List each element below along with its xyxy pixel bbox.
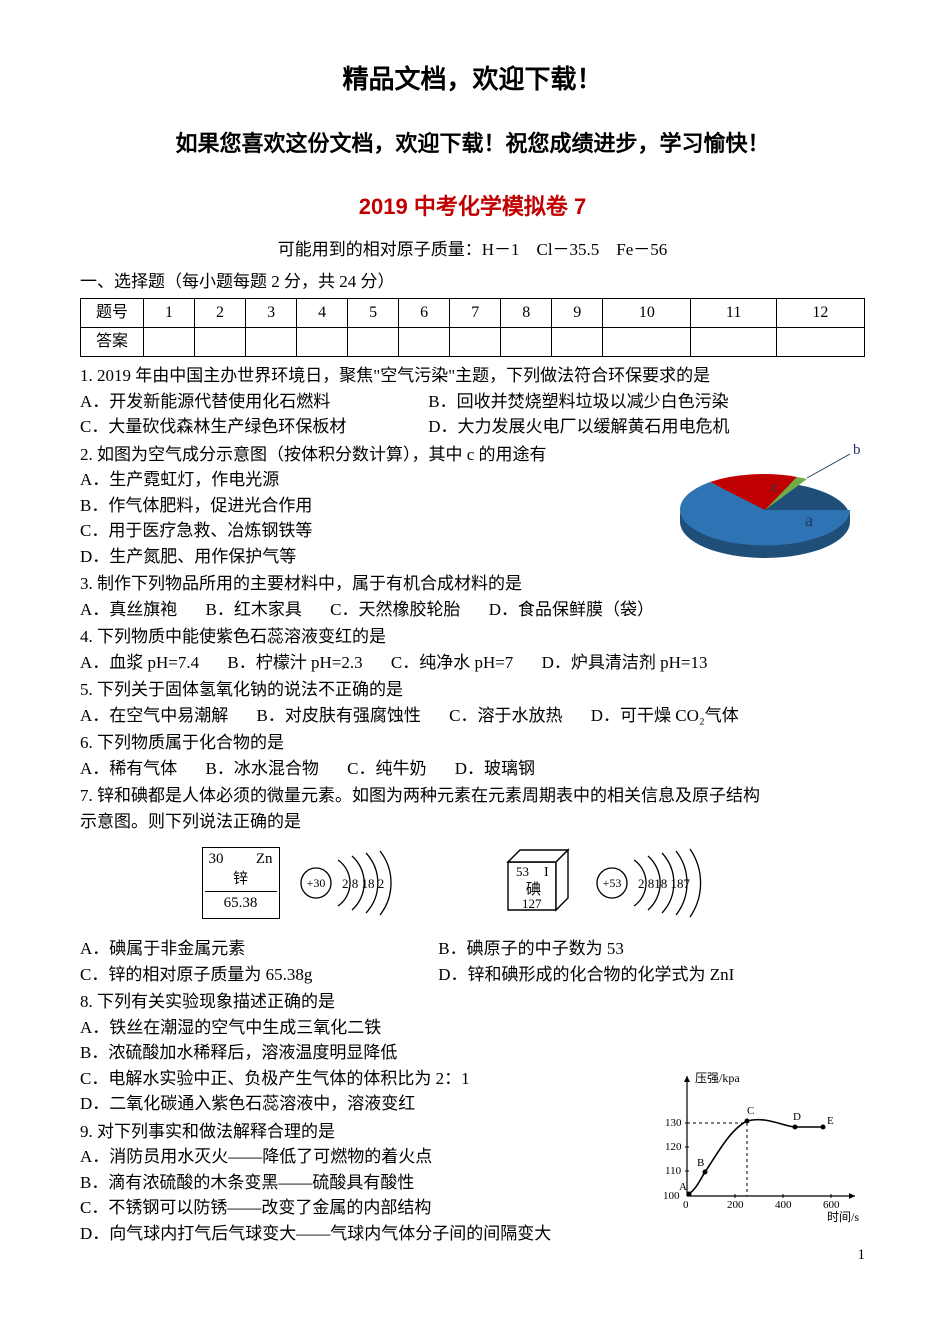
- svg-text:127: 127: [522, 896, 542, 911]
- q4-b: B．柠檬汁 pH=2.3: [227, 650, 362, 676]
- q7-a: A．碘属于非金属元素: [80, 936, 410, 962]
- q7-d: D．锌和碘形成的化合物的化学式为 ZnI: [438, 962, 734, 988]
- pressure-time-chart: 100 110 120 130 0 200 400 600 压强/kpa 时间/…: [655, 1066, 865, 1234]
- svg-text:B: B: [697, 1157, 704, 1169]
- doc-top-title: 精品文档，欢迎下载！: [80, 60, 865, 99]
- svg-text:53: 53: [516, 864, 529, 879]
- q1-stem: 1. 2019 年由中国主办世界环境日，聚焦"空气污染"主题，下列做法符合环保要…: [80, 363, 865, 389]
- q3-a: A．真丝旗袍: [80, 597, 177, 623]
- q1-b: B．回收并焚烧塑料垃圾以减少白色污染: [428, 389, 728, 415]
- i-nucleus: +53: [602, 876, 621, 890]
- svg-text:120: 120: [665, 1141, 682, 1153]
- answer-grid: 题号 1 2 3 4 5 6 7 8 9 10 11 12 答案: [80, 298, 865, 357]
- zn-atom-diagram: +30 2 8 18 2: [298, 848, 428, 918]
- q5-opts: A．在空气中易潮解 B．对皮肤有强腐蚀性 C．溶于水放热 D．可干燥 CO₂气体: [80, 703, 865, 729]
- q3-d: D．食品保鲜膜（袋）: [489, 597, 654, 623]
- section-1-title: 一、选择题（每小题每题 2 分，共 24 分）: [80, 269, 865, 295]
- svg-text:0: 0: [683, 1199, 689, 1211]
- zn-shells: 2 8 18 2: [342, 876, 384, 891]
- col-num: 8: [501, 299, 552, 328]
- q5-a: A．在空气中易潮解: [80, 703, 228, 729]
- i-shells: 2 818 187: [638, 876, 691, 891]
- svg-text:110: 110: [665, 1165, 682, 1177]
- col-num: 1: [144, 299, 195, 328]
- svg-text:C: C: [747, 1105, 754, 1117]
- zn-mass: 65.38: [205, 891, 277, 914]
- q5-c: C．溶于水放热: [449, 703, 562, 729]
- q6-b: B．冰水混合物: [206, 756, 319, 782]
- zn-nucleus: +30: [306, 876, 325, 890]
- col-num: 6: [399, 299, 450, 328]
- q3-c: C．天然橡胶轮胎: [330, 597, 460, 623]
- i-group: 53 I 碘 127 +53 2 818 187: [498, 844, 744, 922]
- svg-text:100: 100: [663, 1190, 680, 1202]
- q4-a: A．血浆 pH=7.4: [80, 650, 199, 676]
- col-num: 11: [691, 299, 776, 328]
- q1-a: A．开发新能源代替使用化石燃料: [80, 389, 400, 415]
- q7-stem-l1: 7. 锌和碘都是人体必须的微量元素。如图为两种元素在元素周期表中的相关信息及原子…: [80, 783, 865, 809]
- table-row: 答案: [81, 328, 865, 357]
- col-num: 3: [246, 299, 297, 328]
- svg-text:200: 200: [727, 1199, 744, 1211]
- q8-b: B．浓硫酸加水稀释后，溶液温度明显降低: [80, 1040, 865, 1066]
- q6-d: D．玻璃钢: [455, 756, 535, 782]
- q7-b: B．碘原子的中子数为 53: [438, 936, 624, 962]
- element-diagram-row: 30 Zn 锌 65.38 +30 2 8 18 2: [80, 844, 865, 922]
- q4-c: C．纯净水 pH=7: [391, 650, 513, 676]
- q4-d: D．炉具清洁剂 pH=13: [542, 650, 708, 676]
- q1-opts: A．开发新能源代替使用化石燃料 B．回收并焚烧塑料垃圾以减少白色污染 C．大量砍…: [80, 389, 865, 440]
- doc-welcome-line: 如果您喜欢这份文档，欢迎下载！祝您成绩进步，学习愉快！: [80, 127, 865, 160]
- q1-c: C．大量砍伐森林生产绿色环保板材: [80, 414, 400, 440]
- svg-text:D: D: [793, 1111, 801, 1123]
- atomic-mass-line: 可能用到的相对原子质量：H－1 Cl－35.5 Fe－56: [80, 237, 865, 263]
- q6-opts: A．稀有气体 B．冰水混合物 C．纯牛奶 D．玻璃钢: [80, 756, 865, 782]
- i-element-box: 53 I 碘 127: [498, 844, 576, 922]
- pie-label-a: a: [805, 510, 813, 530]
- q5-b: B．对皮肤有强腐蚀性: [257, 703, 421, 729]
- q7-c: C．锌的相对原子质量为 65.38g: [80, 962, 410, 988]
- col-num: 10: [603, 299, 691, 328]
- zn-group: 30 Zn 锌 65.38 +30 2 8 18 2: [202, 847, 428, 919]
- col-num: 12: [776, 299, 864, 328]
- svg-text:130: 130: [665, 1117, 682, 1129]
- q6-c: C．纯牛奶: [347, 756, 426, 782]
- svg-text:400: 400: [775, 1199, 792, 1211]
- pie-label-c: c: [771, 479, 778, 496]
- q7-opts: A．碘属于非金属元素 B．碘原子的中子数为 53 C．锌的相对原子质量为 65.…: [80, 936, 865, 987]
- q1-d: D．大力发展火电厂以缓解黄石用电危机: [428, 414, 729, 440]
- q8-a: A．铁丝在潮湿的空气中生成三氧化二铁: [80, 1015, 865, 1041]
- q6-a: A．稀有气体: [80, 756, 177, 782]
- q7-stem-l2: 示意图。则下列说法正确的是: [80, 809, 865, 835]
- zn-name: 锌: [205, 870, 277, 890]
- svg-text:E: E: [827, 1115, 834, 1127]
- col-num: 7: [450, 299, 501, 328]
- col-num: 2: [195, 299, 246, 328]
- svg-text:A: A: [679, 1181, 687, 1193]
- svg-text:时间/s: 时间/s: [827, 1210, 859, 1224]
- page-number: 1: [858, 1244, 866, 1267]
- zn-number: 30: [209, 850, 224, 870]
- col-num: 9: [552, 299, 603, 328]
- col-num: 5: [348, 299, 399, 328]
- air-pie-chart: a c b: [655, 440, 865, 578]
- row-label: 题号: [81, 299, 144, 328]
- q5-stem: 5. 下列关于固体氢氧化钠的说法不正确的是: [80, 677, 865, 703]
- q3-b: B．红木家具: [206, 597, 302, 623]
- table-row: 题号 1 2 3 4 5 6 7 8 9 10 11 12: [81, 299, 865, 328]
- pie-label-b: b: [853, 442, 861, 458]
- q5-d: D．可干燥 CO₂气体: [591, 703, 739, 729]
- q4-stem: 4. 下列物质中能使紫色石蕊溶液变红的是: [80, 624, 865, 650]
- zn-symbol: Zn: [256, 850, 273, 870]
- i-atom-diagram: +53 2 818 187: [594, 848, 744, 918]
- col-num: 4: [297, 299, 348, 328]
- q4-opts: A．血浆 pH=7.4 B．柠檬汁 pH=2.3 C．纯净水 pH=7 D．炉具…: [80, 650, 865, 676]
- row-label: 答案: [81, 328, 144, 357]
- svg-text:压强/kpa: 压强/kpa: [695, 1071, 740, 1085]
- zn-element-box: 30 Zn 锌 65.38: [202, 847, 280, 919]
- q8-stem: 8. 下列有关实验现象描述正确的是: [80, 989, 865, 1015]
- paper-title: 2019 中考化学模拟卷 7: [80, 190, 865, 223]
- q6-stem: 6. 下列物质属于化合物的是: [80, 730, 865, 756]
- q3-opts: A．真丝旗袍 B．红木家具 C．天然橡胶轮胎 D．食品保鲜膜（袋）: [80, 597, 865, 623]
- svg-text:I: I: [544, 865, 549, 880]
